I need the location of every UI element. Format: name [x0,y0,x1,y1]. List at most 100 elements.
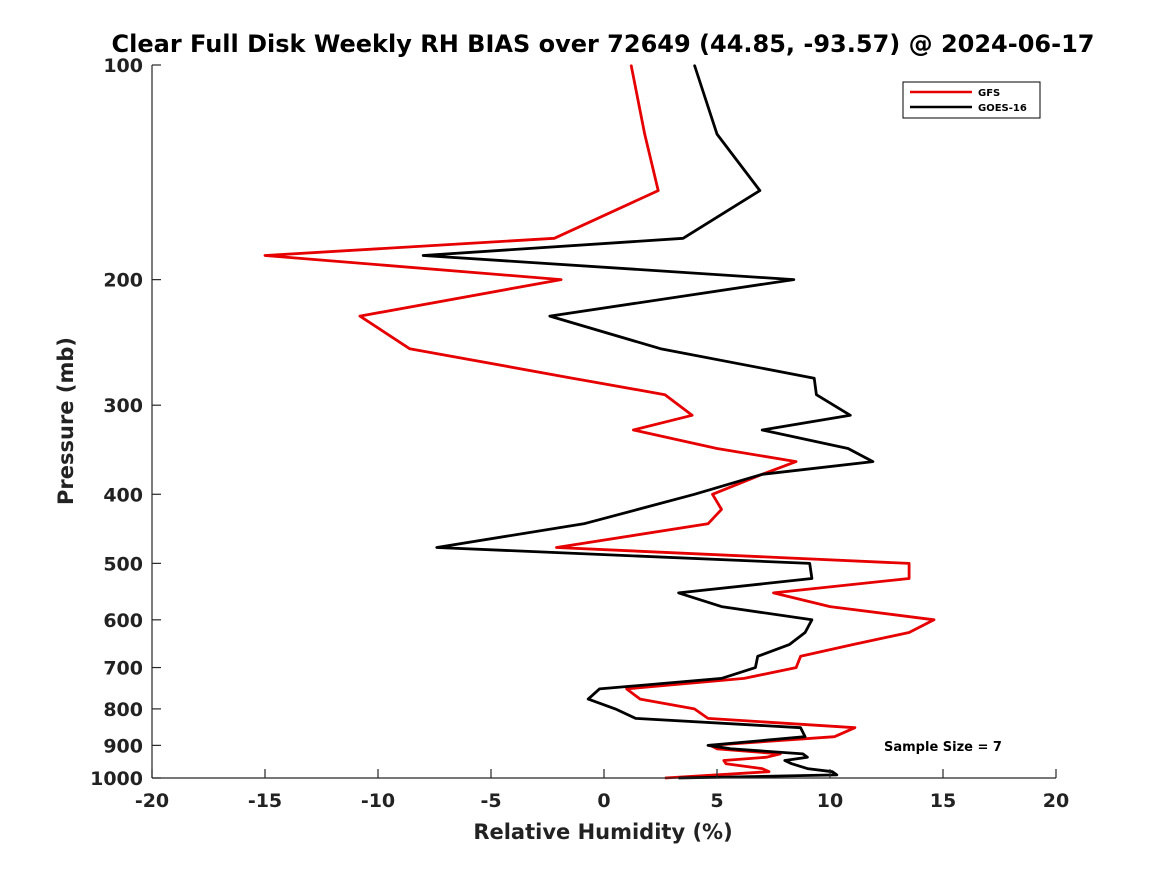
data-point-goes-16-17 [582,523,585,525]
data-point-gfs-9 [664,393,666,396]
chart-title: Clear Full Disk Weekly RH BIAS over 7264… [112,30,1095,58]
data-point-goes-16-21 [677,592,680,594]
data-point-goes-16-22 [720,605,723,608]
data-point-gfs-12 [716,447,718,450]
y-tick-label: 300 [103,395,143,417]
data-point-goes-16-14 [761,473,763,476]
data-point-goes-16-31 [614,708,617,710]
data-point-goes-16-30 [587,698,589,700]
data-point-goes-16-25 [788,643,791,646]
data-point-gfs-3 [553,237,556,240]
data-point-goes-16-3 [682,237,684,240]
data-point-gfs-5 [560,278,562,281]
data-point-gfs-16 [720,508,723,511]
data-point-goes-16-4 [422,254,425,257]
data-point-goes-16-29 [598,688,601,690]
data-point-goes-16-32 [634,717,637,720]
data-point-goes-16-24 [804,631,806,634]
x-tick-label: 5 [710,790,723,812]
y-tick-label: 400 [103,484,143,506]
data-point-goes-16-6 [549,315,551,317]
data-point-gfs-23 [933,619,935,621]
data-point-gfs-11 [632,429,635,431]
x-tick-label: -15 [248,790,282,812]
data-point-gfs-36 [716,748,718,750]
data-point-gfs-40 [725,762,727,765]
y-tick-label: 200 [103,270,143,292]
data-point-goes-16-1 [716,133,718,135]
data-point-goes-16-38 [806,756,809,758]
data-point-goes-16-41 [806,767,809,770]
data-point-gfs-26 [799,655,802,658]
data-point-gfs-20 [908,577,910,580]
data-point-gfs-41 [761,767,763,770]
data-point-gfs-28 [743,677,745,680]
data-point-gfs-7 [408,347,411,350]
data-point-goes-16-34 [804,735,806,738]
data-point-goes-16-33 [799,726,802,729]
data-point-gfs-30 [639,698,641,700]
x-tick-label: 20 [1043,790,1069,812]
data-point-goes-16-26 [756,655,759,658]
data-point-gfs-34 [833,735,836,738]
x-tick-label: 0 [597,790,610,812]
data-point-gfs-15 [711,493,714,496]
data-point-goes-16-0 [693,64,696,66]
y-tick-label: 500 [103,553,143,575]
x-tick-label: 15 [930,790,956,812]
data-point-goes-16-10 [849,414,852,417]
data-point-gfs-17 [707,523,709,525]
data-point-goes-16-40 [790,762,793,765]
data-point-goes-16-27 [754,666,757,669]
x-tick-label: -10 [361,790,395,812]
data-point-goes-16-2 [759,189,761,192]
data-point-gfs-10 [691,414,693,417]
x-axis-label: Relative Humidity (%) [473,820,732,844]
data-point-gfs-32 [707,717,709,720]
data-point-goes-16-9 [815,393,818,396]
data-point-gfs-39 [723,759,725,762]
data-point-goes-16-28 [720,677,723,680]
legend-box [902,81,1041,119]
data-point-gfs-18 [555,546,558,549]
y-tick-label: 1000 [90,768,143,790]
y-tick-label: 900 [103,735,143,757]
y-tick-label: 700 [103,658,143,680]
data-point-goes-16-13 [872,460,874,463]
data-point-goes-16-12 [847,447,849,450]
data-point-gfs-19 [908,562,910,565]
data-point-gfs-24 [908,631,910,634]
data-point-goes-16-19 [808,562,811,565]
data-point-gfs-1 [643,133,646,135]
data-point-gfs-21 [772,592,775,594]
data-point-gfs-2 [657,189,659,192]
data-point-goes-16-18 [436,546,438,549]
data-point-goes-16-42 [831,770,834,773]
series-layer [263,64,936,780]
data-point-gfs-42 [768,770,770,773]
data-point-goes-16-11 [761,429,763,431]
data-point-goes-16-37 [802,753,804,755]
data-point-gfs-33 [854,726,856,729]
data-point-goes-16-16 [637,508,639,511]
data-point-gfs-4 [264,254,266,257]
legend-label-gfs: GFS [978,88,1000,99]
data-point-gfs-31 [693,708,696,710]
data-point-gfs-38 [765,756,768,758]
data-point-goes-16-39 [784,759,786,762]
x-tick-label: -5 [480,790,501,812]
y-axis-label: Pressure (mb) [54,337,78,505]
data-point-goes-16-43 [836,774,838,776]
data-point-goes-16-15 [693,493,696,496]
x-tick-label: 10 [817,790,843,812]
data-point-gfs-22 [829,605,831,608]
legend-label-goes-16: GOES-16 [978,103,1027,114]
data-point-gfs-29 [625,688,628,690]
plot-area: -20 -15 -10 -5 0 5 10 15 20 100 200 300 400 500 600 700… [90,55,1069,812]
ticks-layer: -20 -15 -10 -5 0 5 10 15 20 100 200 300 400 500 600 700… [90,55,1069,812]
data-point-goes-16-23 [811,619,813,621]
x-tick-label: -20 [135,790,169,812]
data-point-goes-16-8 [813,377,815,380]
